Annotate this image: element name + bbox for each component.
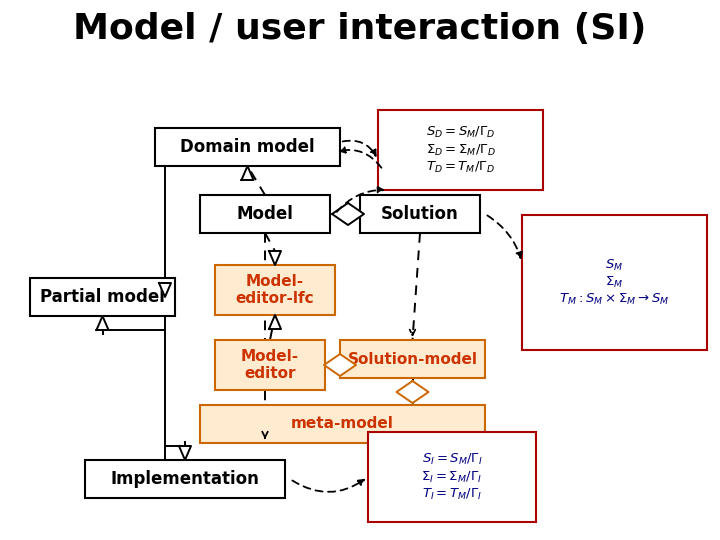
Text: $S_M$
$\Sigma_M$
$T_M:S_M\times\Sigma_M\rightarrow S_M$: $S_M$ $\Sigma_M$ $T_M:S_M\times\Sigma_M\… (559, 258, 670, 307)
FancyArrowPatch shape (340, 147, 382, 168)
Polygon shape (332, 203, 364, 225)
Bar (522, 215, 707, 350)
Polygon shape (241, 166, 253, 180)
Bar (215, 265, 335, 315)
Bar (360, 195, 480, 233)
Bar (200, 405, 485, 443)
Text: Implementation: Implementation (111, 470, 259, 488)
Bar (378, 110, 543, 190)
Polygon shape (159, 283, 171, 297)
Polygon shape (179, 446, 191, 460)
FancyArrowPatch shape (343, 141, 376, 156)
Bar (340, 340, 485, 378)
Text: $S_I=S_M/\Gamma_I$
$\Sigma_I=\Sigma_M/\Gamma_I$
$T_I=T_M/\Gamma_I$: $S_I=S_M/\Gamma_I$ $\Sigma_I=\Sigma_M/\G… (421, 452, 482, 502)
Polygon shape (324, 354, 356, 376)
FancyArrowPatch shape (487, 215, 521, 258)
Text: Solution-model: Solution-model (348, 352, 477, 367)
Polygon shape (269, 315, 281, 329)
Bar (85, 460, 285, 498)
Bar (200, 195, 330, 233)
Text: Model / user interaction (SI): Model / user interaction (SI) (73, 12, 647, 46)
Bar (215, 340, 325, 390)
FancyArrowPatch shape (292, 480, 364, 492)
Text: Model: Model (237, 205, 294, 223)
Polygon shape (269, 251, 281, 265)
Text: $S_D=S_M/\Gamma_D$
$\Sigma_D=\Sigma_M/\Gamma_D$
$T_D=T_M/\Gamma_D$: $S_D=S_M/\Gamma_D$ $\Sigma_D=\Sigma_M/\G… (426, 125, 495, 175)
FancyArrowPatch shape (337, 187, 383, 212)
Text: Model-
editor-lfc: Model- editor-lfc (235, 274, 315, 306)
Text: Model-
editor: Model- editor (241, 349, 299, 381)
Bar (155, 128, 340, 166)
Polygon shape (397, 381, 428, 403)
Text: Solution: Solution (381, 205, 459, 223)
Bar (368, 432, 536, 522)
Text: Domain model: Domain model (180, 138, 315, 156)
Polygon shape (96, 316, 109, 330)
Text: meta-model: meta-model (291, 416, 394, 431)
Bar (30, 278, 175, 316)
Text: Partial model: Partial model (40, 288, 165, 306)
